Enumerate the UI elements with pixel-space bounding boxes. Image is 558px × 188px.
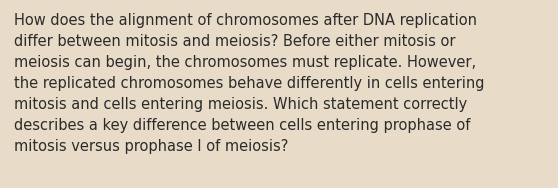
- Text: How does the alignment of chromosomes after DNA replication
differ between mitos: How does the alignment of chromosomes af…: [14, 13, 484, 154]
